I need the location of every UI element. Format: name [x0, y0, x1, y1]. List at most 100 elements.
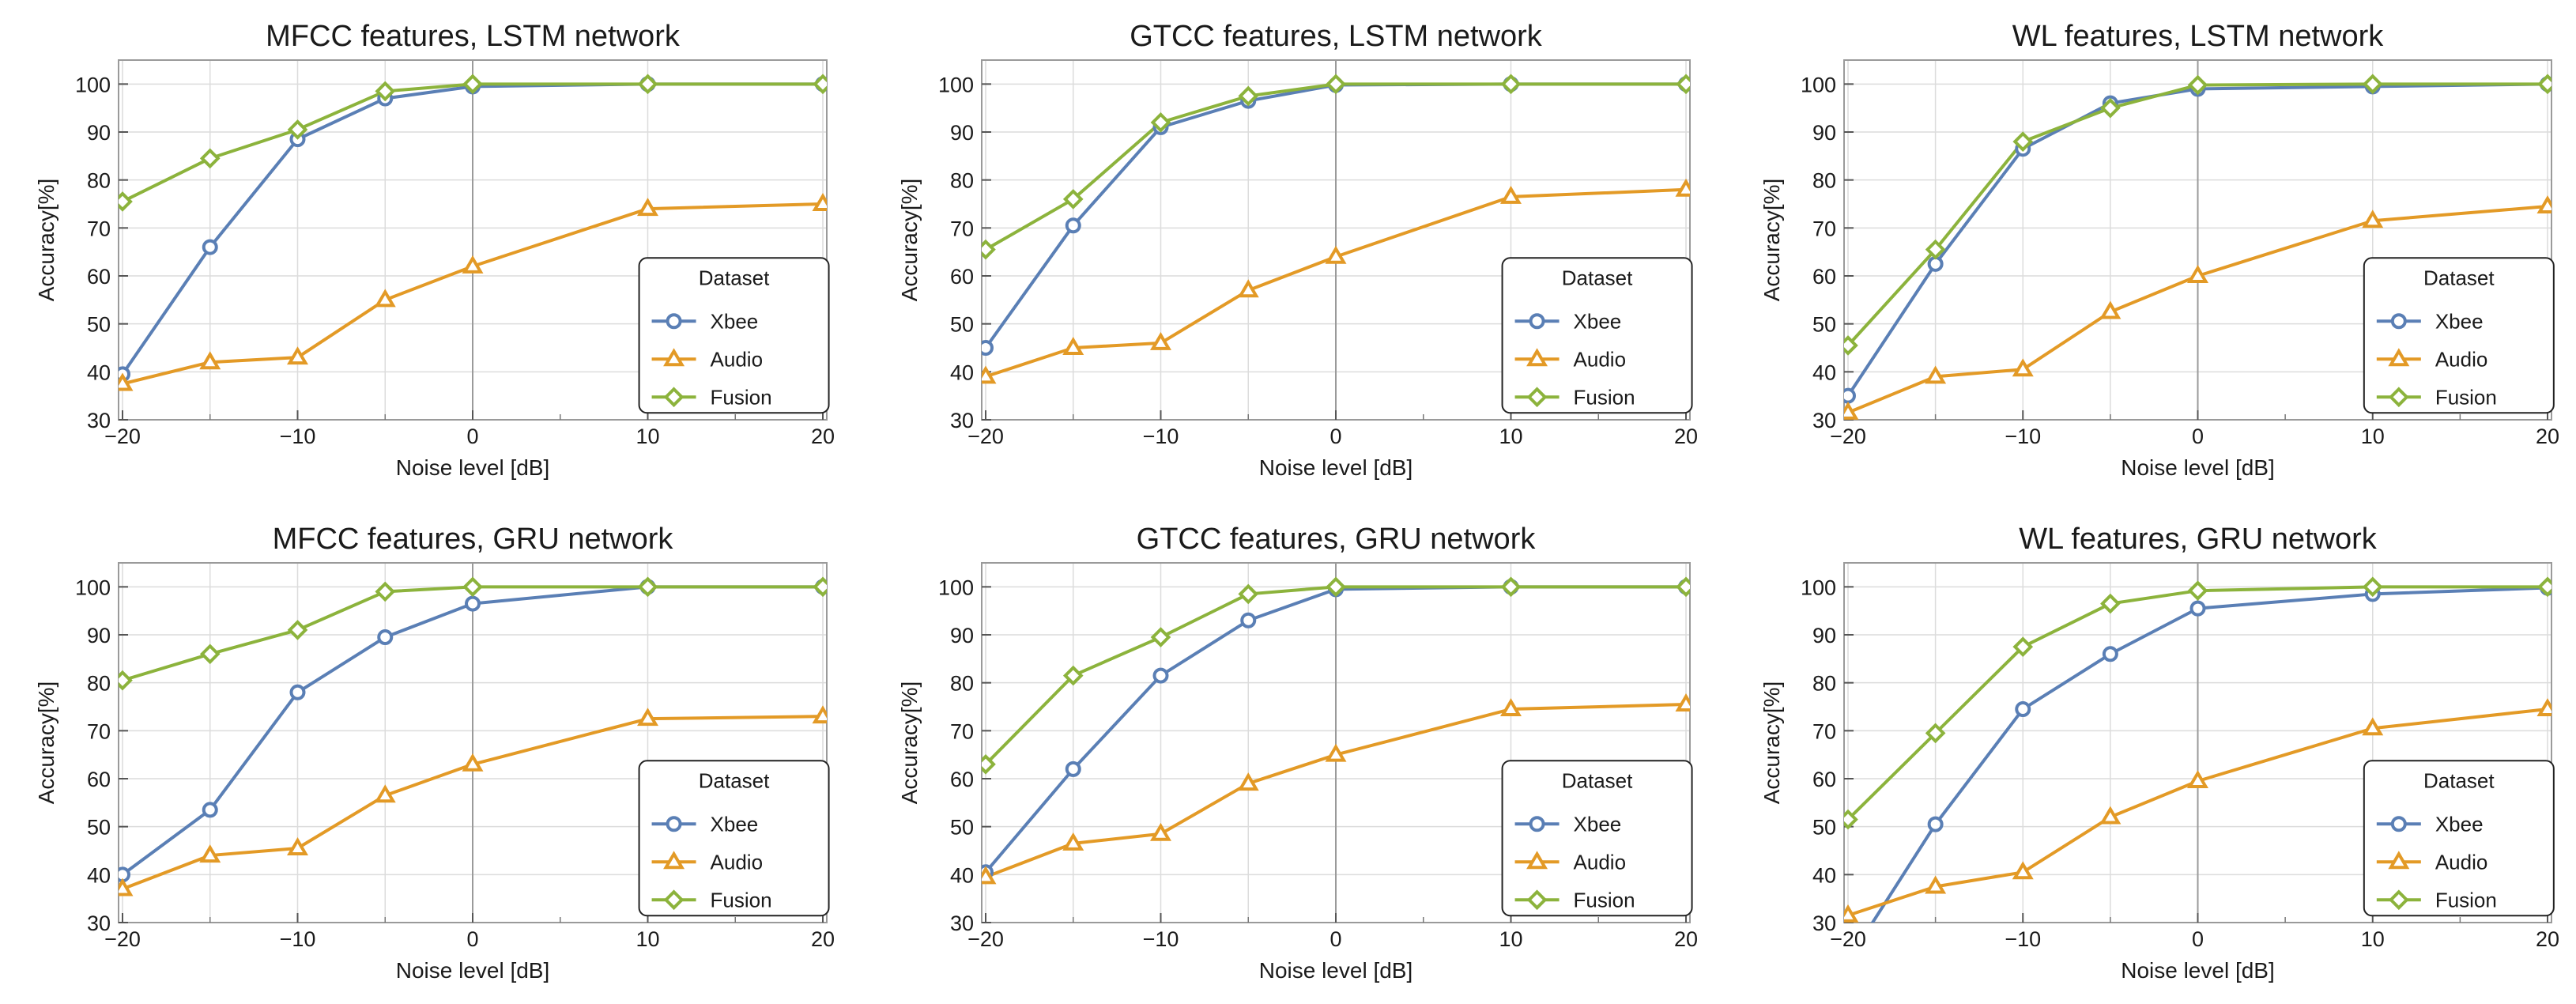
y-tick-label: 60: [87, 768, 111, 791]
y-tick-label: 60: [1812, 768, 1836, 791]
data-point-audio: [1925, 365, 1947, 384]
legend-title: Dataset: [2423, 768, 2495, 792]
x-axis-label: Noise level [dB]: [396, 455, 550, 480]
data-point-fusion: [1150, 627, 1171, 647]
y-tick-label: 90: [950, 624, 974, 647]
y-tick-label: 40: [1812, 360, 1836, 384]
y-tick-label: 50: [1812, 313, 1836, 337]
data-point-fusion: [2187, 74, 2208, 96]
data-point-audio: [1325, 743, 1347, 762]
legend-box: [2363, 257, 2555, 414]
data-point-fusion: [119, 191, 133, 212]
data-point-fusion: [2012, 636, 2034, 657]
data-point-fusion: [287, 620, 308, 640]
y-tick-label: 70: [1812, 217, 1836, 240]
y-tick-label: 100: [938, 576, 974, 599]
x-tick-label: 10: [636, 425, 659, 448]
x-tick-label: 10: [1499, 425, 1522, 448]
data-point-audio: [1150, 822, 1171, 841]
data-point-audio: [2012, 861, 2034, 880]
x-tick-label: −20: [104, 927, 141, 951]
x-tick-label: 20: [2536, 425, 2559, 448]
legend: Dataset Xbee Audio Fusion: [638, 257, 830, 414]
data-point-audio: [2012, 358, 2034, 377]
y-tick-label: 90: [1812, 121, 1836, 145]
legend-label-fusion: Fusion: [1574, 888, 1635, 912]
data-point-fusion: [2362, 576, 2383, 598]
x-tick-label: −10: [1143, 425, 1179, 448]
data-point-audio: [2187, 770, 2208, 789]
data-point-audio: [2099, 300, 2122, 319]
legend-box: [2363, 760, 2555, 917]
data-point-fusion: [2537, 576, 2551, 598]
y-tick-label: 40: [950, 360, 974, 384]
y-tick-label: 70: [87, 217, 111, 240]
y-tick-label: 80: [950, 169, 974, 193]
y-tick-label: 100: [1801, 576, 1836, 599]
legend-label-fusion: Fusion: [2435, 888, 2497, 912]
data-point-audio: [812, 705, 827, 724]
chart-title: MFCC features, GRU network: [273, 523, 674, 556]
y-tick-label: 60: [950, 265, 974, 289]
x-tick-label: 0: [2192, 927, 2204, 951]
y-tick-label: 50: [87, 816, 111, 840]
data-point-fusion: [2537, 74, 2551, 95]
y-tick-label: 40: [87, 360, 111, 384]
x-tick-label: 20: [1674, 927, 1698, 951]
legend-title: Dataset: [2423, 266, 2495, 289]
x-tick-label: 0: [1329, 425, 1341, 448]
legend-box: [1501, 257, 1693, 414]
y-tick-label: 50: [87, 313, 111, 337]
data-point-audio: [1062, 832, 1084, 851]
legend-marker-fusion: [663, 889, 685, 911]
legend-label-audio: Audio: [711, 347, 764, 371]
data-point-audio: [637, 708, 658, 727]
legend-marker-fusion: [2388, 387, 2409, 408]
data-point-audio: [119, 878, 134, 896]
data-point-fusion: [2362, 74, 2383, 95]
legend-marker-audio: [1526, 851, 1548, 870]
chart-panel: −20 −10 0 10 20 30 40 50 60 70 80 90 100 GTCC feature…: [897, 20, 1698, 480]
legend: Dataset Xbee Audio Fusion: [2363, 760, 2555, 917]
x-tick-label: 0: [1329, 927, 1341, 951]
x-axis-label: Noise level [dB]: [2121, 455, 2275, 480]
y-tick-label: 90: [87, 121, 111, 145]
data-point-fusion: [1844, 335, 1858, 356]
data-point-fusion: [1500, 576, 1522, 598]
data-point-xbee: [289, 684, 306, 700]
data-point-audio: [2536, 698, 2551, 717]
x-tick-label: 10: [2361, 927, 2385, 951]
legend-label-fusion: Fusion: [1574, 385, 1635, 409]
y-tick-label: 90: [950, 121, 974, 145]
data-point-fusion: [2100, 97, 2121, 119]
y-tick-label: 30: [87, 912, 111, 935]
series-group: [119, 576, 827, 896]
legend-label-fusion: Fusion: [2435, 385, 2497, 409]
x-tick-label: −20: [104, 425, 141, 448]
data-point-fusion: [199, 644, 221, 665]
y-tick-label: 30: [950, 409, 974, 432]
x-tick-label: −10: [280, 425, 316, 448]
y-tick-label: 90: [87, 624, 111, 647]
legend-marker-xbee: [666, 313, 682, 330]
y-tick-label: 80: [1812, 672, 1836, 696]
data-point-audio: [982, 866, 997, 885]
y-axis-label: Accuracy[%]: [897, 179, 922, 302]
legend-marker-fusion: [2388, 889, 2409, 911]
data-point-audio: [2187, 265, 2208, 283]
legend-marker-audio: [663, 348, 685, 367]
y-tick-label: 90: [1812, 624, 1836, 647]
y-tick-label: 30: [87, 409, 111, 432]
data-point-audio: [2362, 209, 2384, 228]
data-point-audio: [1062, 337, 1084, 355]
x-axis-label: Noise level [dB]: [1259, 455, 1413, 480]
legend-label-audio: Audio: [2435, 850, 2488, 874]
data-point-fusion: [1062, 665, 1084, 686]
data-point-audio: [462, 753, 484, 772]
y-tick-label: 60: [950, 768, 974, 791]
data-point-fusion: [1326, 576, 1346, 598]
chart-panel: −20 −10 0 10 20 30 40 50 60 70 80 90 100 MFCC feature…: [34, 523, 835, 983]
chart-title: WL features, GRU network: [2019, 523, 2378, 556]
chart-title: GTCC features, GRU network: [1137, 523, 1537, 556]
